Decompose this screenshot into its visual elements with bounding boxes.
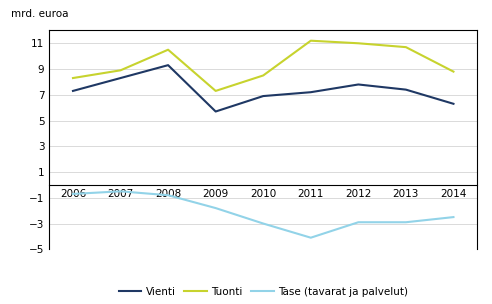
Tase (tavarat ja palvelut) [260, 222, 266, 225]
Vienti [403, 88, 409, 92]
Vienti [260, 94, 266, 98]
Tase (tavarat ja palvelut) [118, 189, 123, 193]
Tuonti [70, 76, 76, 80]
Vienti [70, 89, 76, 93]
Vienti [165, 63, 171, 67]
Tuonti [308, 39, 314, 43]
Tase (tavarat ja palvelut) [165, 193, 171, 197]
Vienti [118, 76, 123, 80]
Tase (tavarat ja palvelut) [451, 215, 457, 219]
Vienti [213, 110, 218, 113]
Tase (tavarat ja palvelut) [308, 236, 314, 240]
Line: Tase (tavarat ja palvelut): Tase (tavarat ja palvelut) [73, 191, 454, 238]
Legend: Vienti, Tuonti, Tase (tavarat ja palvelut): Vienti, Tuonti, Tase (tavarat ja palvelu… [115, 283, 412, 301]
Tase (tavarat ja palvelut) [403, 220, 409, 224]
Vienti [451, 102, 457, 105]
Vienti [308, 90, 314, 94]
Line: Tuonti: Tuonti [73, 41, 454, 91]
Tuonti [118, 68, 123, 72]
Tuonti [165, 48, 171, 52]
Tuonti [355, 41, 361, 45]
Text: mrd. euroa: mrd. euroa [11, 9, 68, 19]
Tase (tavarat ja palvelut) [355, 220, 361, 224]
Tuonti [213, 89, 218, 93]
Tase (tavarat ja palvelut) [70, 192, 76, 196]
Tuonti [260, 74, 266, 77]
Tuonti [451, 70, 457, 74]
Tase (tavarat ja palvelut) [213, 206, 218, 210]
Vienti [355, 83, 361, 86]
Line: Vienti: Vienti [73, 65, 454, 112]
Tuonti [403, 45, 409, 49]
